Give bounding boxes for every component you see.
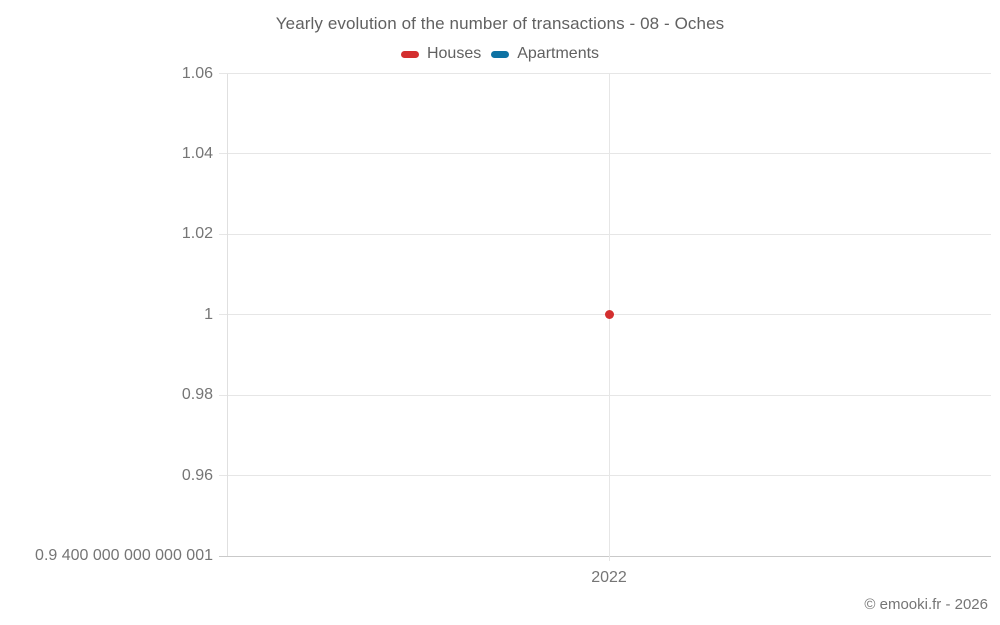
legend-label: Apartments (517, 45, 600, 62)
x-axis-tick-label: 2022 (591, 569, 627, 586)
copyright-credit[interactable]: © emooki.fr - 2026 (864, 596, 988, 613)
legend-swatch-icon (400, 50, 419, 58)
y-axis-tick-label: 1.04 (181, 144, 213, 162)
x-axis-line (219, 555, 991, 557)
gridline-y (219, 475, 991, 477)
gridline-y (219, 233, 991, 235)
gridline-y (219, 394, 991, 396)
legend-swatch-icon (491, 50, 510, 58)
legend-item-houses[interactable]: Houses (400, 45, 482, 63)
y-axis-tick-label: 1.02 (181, 225, 213, 243)
y-axis-tick-label: 0.98 (181, 386, 213, 404)
legend-item-apartments[interactable]: Apartments (491, 45, 599, 63)
y-axis-tick-label: 1 (204, 305, 213, 323)
y-axis-tick-label: 0.9 400 000 000 000 001 (35, 547, 213, 564)
gridline-y (219, 73, 991, 74)
legend-label: Houses (426, 45, 482, 62)
y-axis-line (227, 73, 228, 556)
y-axis-tick-label: 1.06 (181, 64, 213, 82)
y-axis-tick-label: 0.96 (181, 466, 213, 484)
chart-legend: Houses Apartments (0, 45, 1000, 63)
gridline-y (219, 153, 991, 155)
chart-title: Yearly evolution of the number of transa… (275, 14, 725, 33)
data-point-houses-2022[interactable] (604, 310, 614, 320)
